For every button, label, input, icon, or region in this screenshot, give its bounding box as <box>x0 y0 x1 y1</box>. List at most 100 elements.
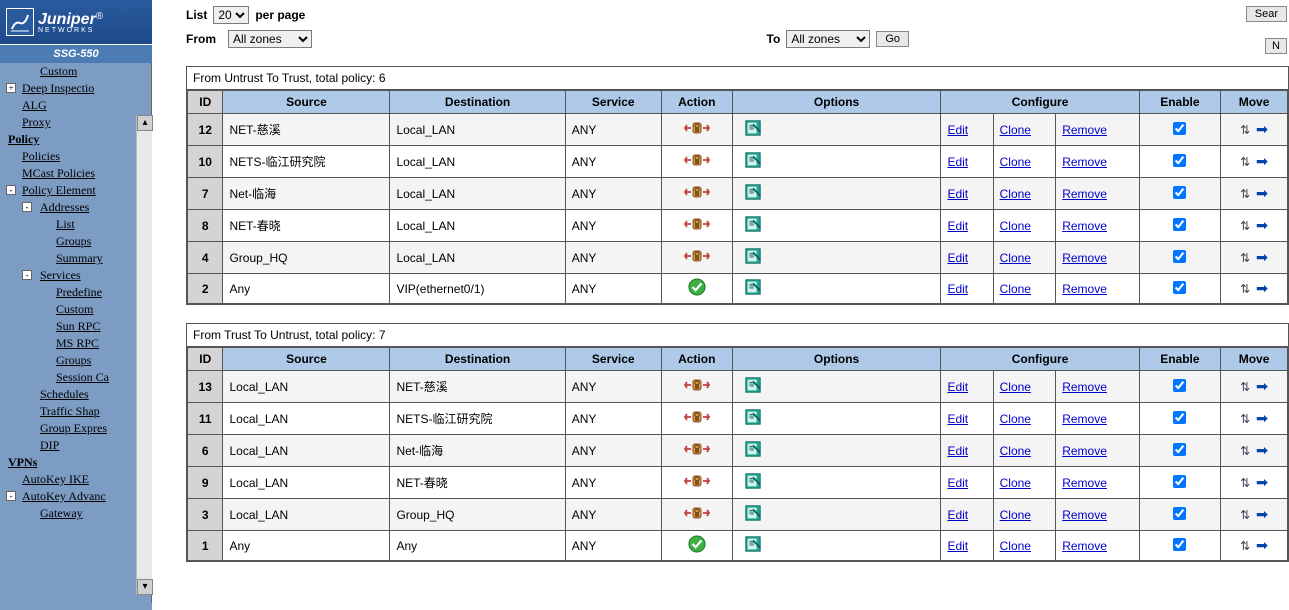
remove-link[interactable]: Remove <box>1062 508 1107 522</box>
move-updown-icon[interactable]: ⇅ <box>1240 476 1250 490</box>
edit-link[interactable]: Edit <box>947 123 968 137</box>
move-right-icon[interactable]: ➟ <box>1256 537 1268 554</box>
clone-link[interactable]: Clone <box>1000 123 1031 137</box>
enable-checkbox[interactable] <box>1173 443 1186 456</box>
clone-link[interactable]: Clone <box>1000 219 1031 233</box>
enable-checkbox[interactable] <box>1173 250 1186 263</box>
remove-link[interactable]: Remove <box>1062 476 1107 490</box>
sidebar-scrollbar[interactable]: ▴ ▾ <box>136 115 152 595</box>
move-right-icon[interactable]: ➟ <box>1256 506 1268 523</box>
remove-link[interactable]: Remove <box>1062 219 1107 233</box>
edit-link[interactable]: Edit <box>947 539 968 553</box>
move-updown-icon[interactable]: ⇅ <box>1240 508 1250 522</box>
remove-link[interactable]: Remove <box>1062 155 1107 169</box>
clone-link[interactable]: Clone <box>1000 187 1031 201</box>
clone-link[interactable]: Clone <box>1000 412 1031 426</box>
collapse-icon[interactable]: - <box>22 270 32 280</box>
from-zone-select[interactable]: All zones <box>228 30 312 48</box>
nav-autokey-ike[interactable]: AutoKey IKE <box>0 471 151 488</box>
edit-link[interactable]: Edit <box>947 219 968 233</box>
enable-checkbox[interactable] <box>1173 281 1186 294</box>
move-right-icon[interactable]: ➟ <box>1256 410 1268 427</box>
clone-link[interactable]: Clone <box>1000 539 1031 553</box>
nav-dip[interactable]: DIP <box>0 437 151 454</box>
edit-link[interactable]: Edit <box>947 380 968 394</box>
nav-sun-rpc[interactable]: Sun RPC <box>0 318 151 335</box>
log-icon[interactable] <box>743 472 763 490</box>
clone-link[interactable]: Clone <box>1000 251 1031 265</box>
nav-services[interactable]: -Services <box>0 267 151 284</box>
log-icon[interactable] <box>743 408 763 426</box>
collapse-icon[interactable]: - <box>22 202 32 212</box>
new-button[interactable]: N <box>1265 38 1287 54</box>
move-right-icon[interactable]: ➟ <box>1256 217 1268 234</box>
nav-policy-elements[interactable]: -Policy Element <box>0 182 151 199</box>
nav-deep-inspection[interactable]: +Deep Inspectio <box>0 80 151 97</box>
enable-checkbox[interactable] <box>1173 218 1186 231</box>
remove-link[interactable]: Remove <box>1062 282 1107 296</box>
per-page-select[interactable]: 20 <box>213 6 249 24</box>
move-updown-icon[interactable]: ⇅ <box>1240 412 1250 426</box>
nav-ms-rpc[interactable]: MS RPC <box>0 335 151 352</box>
remove-link[interactable]: Remove <box>1062 380 1107 394</box>
enable-checkbox[interactable] <box>1173 122 1186 135</box>
edit-link[interactable]: Edit <box>947 476 968 490</box>
remove-link[interactable]: Remove <box>1062 187 1107 201</box>
move-updown-icon[interactable]: ⇅ <box>1240 539 1250 553</box>
nav-predefined[interactable]: Predefine <box>0 284 151 301</box>
nav-addresses[interactable]: -Addresses <box>0 199 151 216</box>
search-button[interactable]: Sear <box>1246 6 1287 22</box>
log-icon[interactable] <box>743 151 763 169</box>
collapse-icon[interactable]: - <box>6 491 16 501</box>
log-icon[interactable] <box>743 119 763 137</box>
scroll-down-icon[interactable]: ▾ <box>137 579 153 595</box>
log-icon[interactable] <box>743 376 763 394</box>
log-icon[interactable] <box>743 440 763 458</box>
remove-link[interactable]: Remove <box>1062 123 1107 137</box>
nav-traffic-shap[interactable]: Traffic Shap <box>0 403 151 420</box>
nav-schedules[interactable]: Schedules <box>0 386 151 403</box>
nav-custom[interactable]: Custom <box>0 63 151 80</box>
edit-link[interactable]: Edit <box>947 444 968 458</box>
log-icon[interactable] <box>743 215 763 233</box>
log-icon[interactable] <box>743 247 763 265</box>
nav-list[interactable]: List <box>0 216 151 233</box>
clone-link[interactable]: Clone <box>1000 444 1031 458</box>
edit-link[interactable]: Edit <box>947 508 968 522</box>
to-zone-select[interactable]: All zones <box>786 30 870 48</box>
move-updown-icon[interactable]: ⇅ <box>1240 380 1250 394</box>
clone-link[interactable]: Clone <box>1000 476 1031 490</box>
move-updown-icon[interactable]: ⇅ <box>1240 187 1250 201</box>
nav-gateway[interactable]: Gateway <box>0 505 151 522</box>
move-updown-icon[interactable]: ⇅ <box>1240 444 1250 458</box>
move-right-icon[interactable]: ➟ <box>1256 185 1268 202</box>
move-right-icon[interactable]: ➟ <box>1256 474 1268 491</box>
log-icon[interactable] <box>743 535 763 553</box>
remove-link[interactable]: Remove <box>1062 412 1107 426</box>
log-icon[interactable] <box>743 504 763 522</box>
enable-checkbox[interactable] <box>1173 507 1186 520</box>
move-right-icon[interactable]: ➟ <box>1256 378 1268 395</box>
move-updown-icon[interactable]: ⇅ <box>1240 123 1250 137</box>
enable-checkbox[interactable] <box>1173 186 1186 199</box>
move-updown-icon[interactable]: ⇅ <box>1240 251 1250 265</box>
remove-link[interactable]: Remove <box>1062 539 1107 553</box>
nav-groups[interactable]: Groups <box>0 233 151 250</box>
enable-checkbox[interactable] <box>1173 475 1186 488</box>
log-icon[interactable] <box>743 278 763 296</box>
clone-link[interactable]: Clone <box>1000 508 1031 522</box>
nav-session-ca[interactable]: Session Ca <box>0 369 151 386</box>
move-right-icon[interactable]: ➟ <box>1256 249 1268 266</box>
edit-link[interactable]: Edit <box>947 251 968 265</box>
enable-checkbox[interactable] <box>1173 379 1186 392</box>
enable-checkbox[interactable] <box>1173 538 1186 551</box>
nav-proxy[interactable]: Proxy <box>0 114 151 131</box>
nav-policies[interactable]: Policies <box>0 148 151 165</box>
edit-link[interactable]: Edit <box>947 412 968 426</box>
nav-custom2[interactable]: Custom <box>0 301 151 318</box>
edit-link[interactable]: Edit <box>947 282 968 296</box>
move-updown-icon[interactable]: ⇅ <box>1240 282 1250 296</box>
move-right-icon[interactable]: ➟ <box>1256 153 1268 170</box>
remove-link[interactable]: Remove <box>1062 444 1107 458</box>
clone-link[interactable]: Clone <box>1000 282 1031 296</box>
